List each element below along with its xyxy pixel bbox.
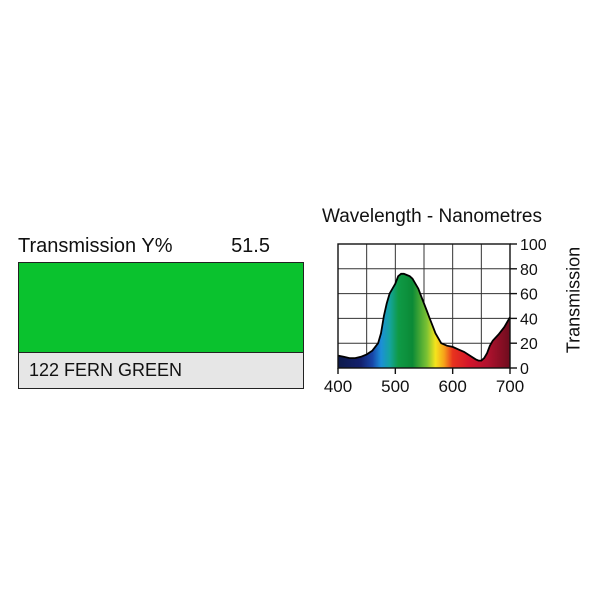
y-tick-label: 40 [520, 311, 538, 328]
y-tick-label: 80 [520, 262, 538, 279]
x-tick-label: 500 [381, 377, 409, 396]
chart-title: Wavelength - Nanometres [322, 206, 543, 227]
y-tick-label: 100 [520, 237, 547, 254]
transmission-value: 51.5 [231, 235, 270, 257]
y-tick-label: 60 [520, 287, 538, 304]
x-tick-label: 400 [324, 377, 352, 396]
transmission-area [338, 273, 510, 368]
y-tick-label: 20 [520, 336, 538, 353]
filter-name-box: 122 FERN GREEN [18, 352, 304, 389]
y-axis-label: Transmission [560, 234, 588, 366]
color-swatch [18, 262, 304, 352]
transmission-line [337, 272, 511, 362]
filter-name: 122 FERN GREEN [29, 360, 183, 380]
x-tick-label: 600 [438, 377, 466, 396]
y-axis-label-text: Transmission [563, 246, 584, 354]
plot-frame [337, 243, 511, 369]
y-tick-label: 0 [520, 361, 529, 378]
transmission-label: Transmission Y% [18, 235, 173, 257]
x-tick-label: 700 [496, 377, 524, 396]
